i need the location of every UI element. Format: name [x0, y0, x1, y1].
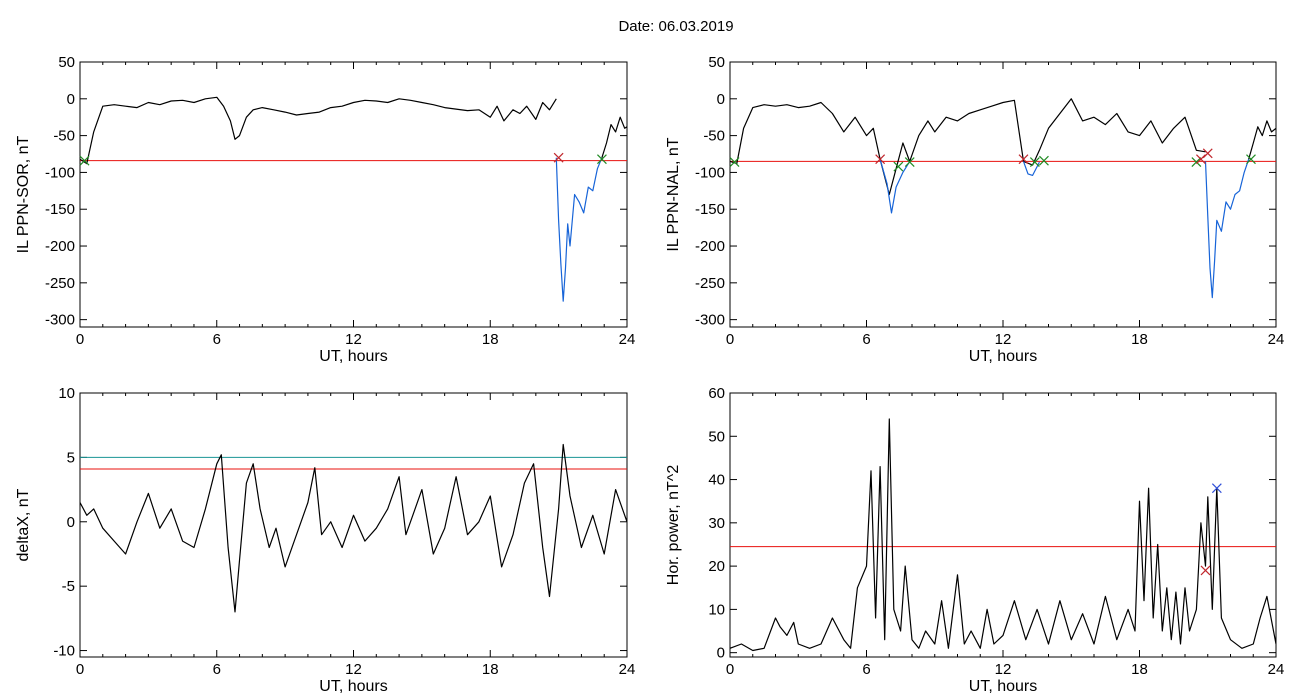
marker-onset [79, 155, 90, 166]
y-tick-label: -300 [45, 312, 75, 329]
marker-end [1018, 154, 1029, 165]
y-tick-label: 30 [708, 515, 725, 532]
y-axis-label: IL PPN-NAL, nT [665, 137, 682, 251]
y-tick-label: -250 [695, 275, 725, 292]
y-tick-label: 0 [67, 91, 75, 108]
y-tick-label: -150 [695, 201, 725, 218]
series-line-baseline [730, 98, 1206, 196]
x-tick-label: 18 [1131, 661, 1148, 678]
marker-onset [1246, 154, 1256, 165]
plot-area [730, 418, 1276, 652]
plot-frame [729, 61, 1277, 328]
x-tick-label: 0 [76, 331, 84, 348]
x-tick-label: 24 [1268, 661, 1285, 678]
series-line-baseline [80, 443, 627, 613]
y-axis-label: IL PPN-SOR, nT [15, 135, 32, 253]
panel-power: 0 6 12 18 24 60 50 40 30 20 10 0 UT, hours Hor. power… [665, 385, 1284, 695]
marker-onset [904, 157, 915, 168]
x-axis-label: UT, hours [969, 348, 1037, 365]
y-tick-label: 40 [708, 472, 725, 489]
series-line-baseline [730, 418, 1276, 652]
y-tick-label: -100 [695, 164, 725, 181]
y-tick-label: -200 [695, 238, 725, 255]
y-tick-label: 60 [708, 385, 725, 402]
x-tick-label: 0 [726, 661, 734, 678]
x-tick-label: 18 [482, 331, 499, 348]
x-axis-label: UT, hours [319, 678, 387, 695]
y-tick-label: 0 [67, 514, 75, 531]
series-line-recovery [1248, 120, 1276, 160]
marker-end [875, 154, 886, 165]
x-tick-label: 24 [619, 661, 636, 678]
x-axis-label: UT, hours [319, 348, 387, 365]
marker-end [1196, 154, 1206, 165]
y-tick-label: -300 [695, 312, 725, 329]
plot-frame [79, 61, 628, 328]
series-line-recovery [601, 116, 627, 158]
x-tick-label: 6 [213, 331, 221, 348]
y-tick-label: 50 [58, 54, 75, 71]
x-tick-label: 12 [345, 661, 362, 678]
chart-title: Date: 06.03.2019 [618, 18, 734, 35]
marker-end [553, 152, 564, 163]
panel-deltax: 0 6 12 18 24 10 5 0 -5 -10 UT, hours deltaX, nT [15, 385, 635, 695]
marker-onset [729, 157, 740, 168]
series-line-substorm [1204, 159, 1250, 299]
series-line-substorm [555, 157, 603, 302]
y-tick-label: 0 [717, 91, 725, 108]
series-line-substorm [1022, 161, 1040, 176]
y-tick-label: -200 [45, 238, 75, 255]
y-tick-label: 50 [708, 54, 725, 71]
series-line-substorm [879, 159, 911, 214]
y-tick-label: -150 [45, 201, 75, 218]
marker-onset [893, 161, 904, 172]
x-tick-label: 24 [1268, 331, 1285, 348]
y-axis-label: Hor. power, nT^2 [665, 465, 682, 586]
y-tick-label: 10 [708, 601, 725, 618]
y-tick-label: -100 [45, 164, 75, 181]
plot-area [730, 98, 1276, 299]
x-tick-label: 12 [345, 331, 362, 348]
y-tick-label: 20 [708, 558, 725, 575]
panel-nal: 0 6 12 18 24 50 0 -50 -100 -150 -200 -250 -300 UT, ho… [665, 54, 1284, 365]
marker-onset [1039, 155, 1049, 166]
marker-onset [1191, 157, 1202, 168]
y-tick-label: -250 [45, 275, 75, 292]
y-tick-label: -10 [53, 643, 75, 660]
x-tick-label: 24 [619, 331, 636, 348]
plot-area [80, 96, 627, 302]
x-axis-label: UT, hours [969, 678, 1037, 695]
y-tick-label: -50 [53, 128, 75, 145]
panel-sor: 0 6 12 18 24 50 0 -50 -100 -150 -200 -250 -300 UT, ho… [15, 54, 635, 365]
marker-onset [1029, 157, 1040, 168]
y-tick-label: -5 [62, 578, 75, 595]
x-tick-label: 12 [995, 331, 1012, 348]
y-tick-label: 5 [67, 449, 75, 466]
x-tick-label: 18 [482, 661, 499, 678]
marker-peak [1211, 483, 1222, 494]
x-tick-label: 6 [213, 661, 221, 678]
marker-end [1202, 148, 1213, 159]
y-tick-label: 50 [708, 428, 725, 445]
x-tick-label: 18 [1131, 331, 1148, 348]
y-tick-label: 0 [717, 645, 725, 662]
series-line-baseline [80, 96, 557, 165]
y-tick-label: 10 [58, 385, 75, 402]
marker-end [1200, 565, 1211, 576]
plot-area [80, 443, 627, 613]
y-tick-label: -50 [703, 128, 725, 145]
x-tick-label: 6 [862, 331, 870, 348]
x-tick-label: 6 [862, 661, 870, 678]
x-tick-label: 0 [76, 661, 84, 678]
x-tick-label: 12 [995, 661, 1012, 678]
y-axis-label: deltaX, nT [15, 488, 32, 561]
marker-onset [597, 154, 607, 165]
x-tick-label: 0 [726, 331, 734, 348]
